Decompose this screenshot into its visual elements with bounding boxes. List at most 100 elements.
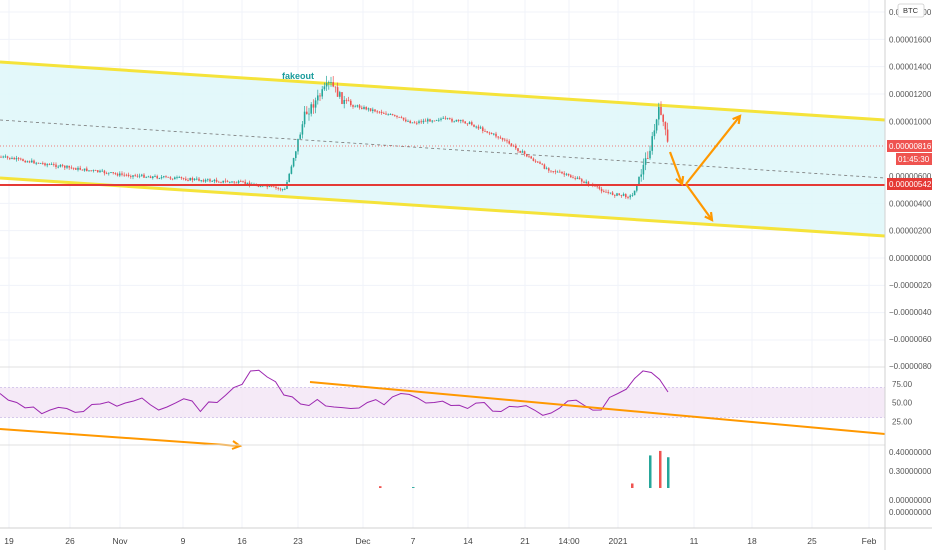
candle-body (462, 120, 464, 122)
candle-body (202, 180, 205, 182)
candle-body (600, 188, 603, 192)
candle-body (653, 130, 656, 137)
candle-body (409, 121, 411, 124)
candle-body (196, 178, 198, 180)
candle-body (273, 186, 275, 188)
candle-body (363, 107, 365, 109)
candle-body (180, 177, 183, 179)
candle-body (336, 87, 339, 97)
time-tick-label: Feb (862, 536, 877, 546)
candle-body (442, 117, 444, 119)
candle-body (143, 174, 145, 178)
candle-body (174, 177, 176, 180)
time-tick-label: 11 (690, 536, 699, 546)
candle-body (178, 177, 180, 178)
candle-body (567, 173, 570, 176)
candle-body (332, 82, 334, 87)
price-tick-label: −0.00000600 (889, 335, 932, 344)
candle-body (301, 124, 304, 135)
unit-box[interactable] (897, 3, 925, 18)
price-tick-label: −0.00000400 (889, 308, 932, 317)
candle-body (158, 178, 161, 179)
candle-body (468, 122, 471, 125)
candle-body (83, 168, 86, 171)
rsi-trendlines (0, 381, 886, 450)
candle-body (123, 174, 125, 176)
candle-body (24, 160, 26, 163)
volume-tick-label: 0.00000000 (889, 508, 932, 517)
candle-body (4, 156, 7, 158)
candle-body (548, 168, 550, 171)
candle-body (385, 113, 387, 115)
candle-body (103, 170, 106, 174)
candle-body (167, 176, 169, 178)
candle-body (389, 114, 392, 115)
volume-tick-label: 0.00000000 (889, 496, 932, 505)
candle-body (649, 150, 651, 159)
candle-body (259, 186, 262, 188)
candle-body (581, 179, 583, 182)
candle-body (31, 160, 33, 163)
candle-body (244, 181, 246, 184)
candle-body (152, 176, 154, 179)
candle-body (119, 173, 121, 176)
candle-body (367, 108, 370, 110)
candle-body (530, 156, 532, 159)
candle-body (268, 185, 271, 187)
candle-body (79, 167, 81, 170)
candle-body (215, 179, 218, 182)
candle-body (552, 171, 554, 172)
candle-body (0, 156, 2, 158)
arrow-down-to-support (668, 151, 684, 185)
arrow-down-target (685, 183, 713, 221)
candle-body (136, 175, 139, 177)
candle-body (156, 176, 158, 179)
candle-body (627, 197, 629, 198)
candle-body (497, 136, 499, 138)
candle-body (391, 114, 394, 116)
candle-body (310, 104, 312, 114)
candle-body (563, 173, 565, 175)
candle-body (116, 173, 119, 176)
candle-body (66, 165, 68, 168)
candle-body (200, 180, 202, 182)
candle-body (526, 154, 528, 157)
candle-body (295, 151, 297, 159)
candle-body (554, 171, 557, 173)
candle-body (15, 158, 18, 160)
candle-body (343, 100, 345, 104)
candle-body (266, 185, 268, 187)
candle-body (477, 126, 480, 129)
candle-body (361, 107, 363, 109)
candle-body (644, 158, 647, 165)
candle-body (506, 140, 508, 142)
price-tick-label: 0.00000200 (889, 227, 932, 236)
candle-body (618, 193, 620, 195)
candle-body (402, 117, 405, 120)
candle-body (57, 166, 59, 168)
time-tick-label: 14:00 (558, 536, 580, 546)
candle-body (204, 179, 207, 182)
candle-body (464, 121, 466, 124)
rsi-line (0, 369, 669, 416)
support-badge (887, 178, 932, 190)
candle-body (72, 167, 75, 169)
candle-body (97, 170, 99, 172)
candle-body (323, 86, 326, 90)
candle-body (598, 186, 601, 189)
candle-body (207, 179, 209, 181)
candle-body (26, 161, 29, 163)
candle-body (517, 148, 519, 152)
candle-body (308, 113, 310, 115)
candle-body (350, 100, 352, 106)
time-axis-ticks: 19 26 Nov 9 16 23 Dec 7 14 21 14:00 2021 11 18 25 Feb (4, 536, 876, 546)
time-tick-label: 26 (65, 536, 75, 546)
candle-body (94, 170, 97, 171)
candle-body (59, 164, 62, 167)
candle-body (246, 182, 249, 184)
candle-body (660, 106, 662, 115)
candle-body (484, 130, 486, 132)
candle-body (328, 82, 330, 84)
candle-body (242, 181, 244, 183)
rsi-axis-ticks: 75.00 50.00 25.00 (892, 380, 913, 427)
